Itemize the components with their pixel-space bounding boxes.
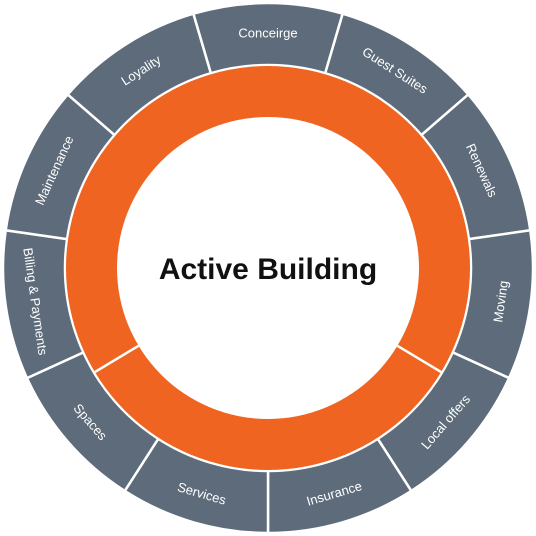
inner-ring-divider	[93, 344, 140, 374]
center-circle	[117, 117, 419, 419]
inner-ring-divider	[396, 344, 443, 374]
outer-segment	[65, 12, 213, 137]
center-title: Active Building	[159, 253, 377, 286]
outer-segment-label: Moving	[490, 280, 511, 324]
outer-segment-label: Conceirge	[238, 26, 297, 41]
